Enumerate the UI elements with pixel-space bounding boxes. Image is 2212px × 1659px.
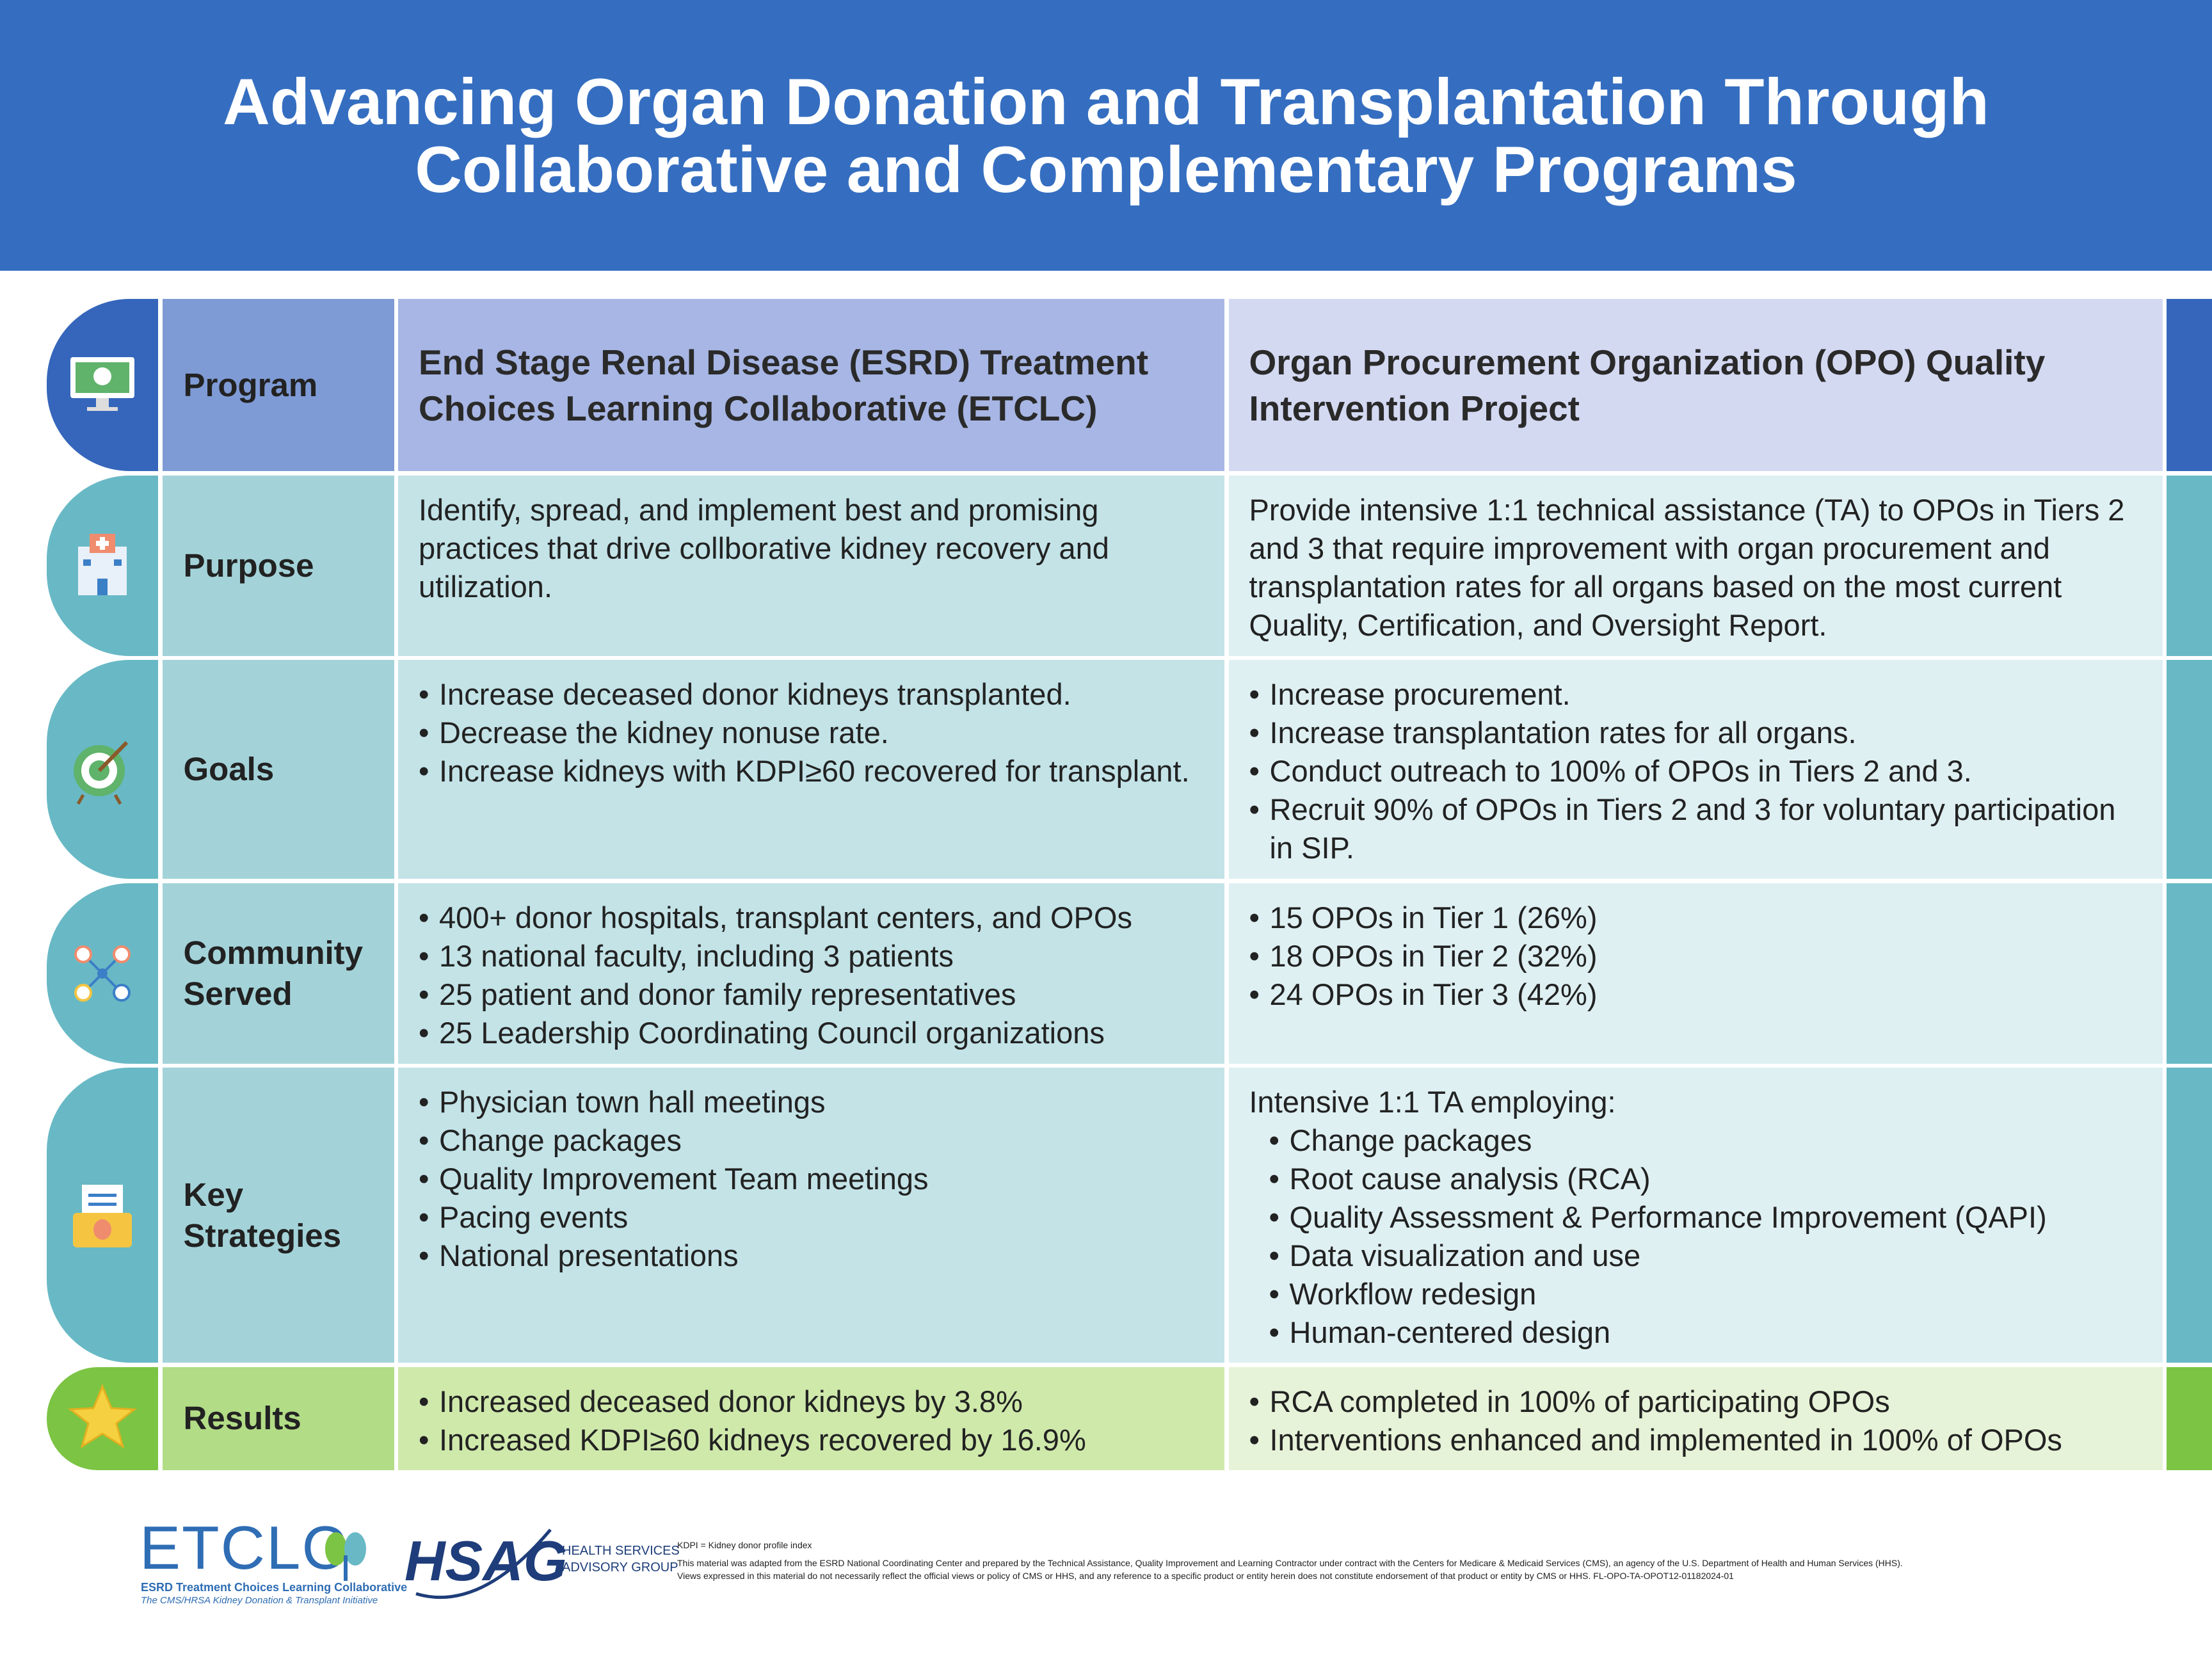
bullet-item: 25 Leadership Coordinating Council organ… — [419, 1014, 1205, 1052]
hsag-swoosh — [415, 1528, 552, 1599]
bullet-item: RCA completed in 100% of participating O… — [1249, 1382, 2144, 1421]
etclc-logo: ETCLC — [140, 1514, 348, 1582]
row-edge — [2167, 1068, 2212, 1363]
footnote: KDPI = Kidney donor profile index — [677, 1540, 812, 1550]
bullet-item: 25 patient and donor family representati… — [419, 975, 1205, 1014]
etclc-subtitle: ESRD Treatment Choices Learning Collabor… — [141, 1581, 408, 1594]
bullet-item: Human-centered design — [1269, 1313, 2144, 1352]
row-label: Program — [162, 299, 394, 471]
column-heading: End Stage Renal Disease (ESRD) Treatment… — [398, 299, 1224, 471]
program-table: Program End Stage Renal Disease (ESRD) Tr… — [47, 299, 2212, 1470]
title-line: Advancing Organ Donation and Transplanta… — [223, 65, 1989, 138]
bullet-item: Change packages — [419, 1121, 1205, 1160]
row-icon — [70, 357, 134, 411]
bullet-list: Increased deceased donor kidneys by 3.8%… — [419, 1382, 1205, 1459]
row-icon — [74, 741, 129, 805]
hsag-line: ADVISORY GROUP — [562, 1560, 678, 1575]
bullet-item: Quality Assessment & Performance Improve… — [1269, 1198, 2144, 1237]
disclaimer: This material was adapted from the ESRD … — [677, 1558, 1903, 1568]
row-edge — [2167, 883, 2212, 1064]
kidney-icon — [325, 1532, 366, 1581]
bullet-item: Increase procurement. — [1249, 675, 2144, 714]
row-edge — [2167, 1366, 2212, 1470]
row-icon — [78, 533, 127, 595]
bullet-item: Increased deceased donor kidneys by 3.8% — [419, 1382, 1205, 1421]
bullet-list: 15 OPOs in Tier 1 (26%)18 OPOs in Tier 2… — [1249, 899, 2144, 1014]
cell-text: Identify, spread, and implement best and… — [419, 492, 1109, 604]
disclaimer: Views expressed in this material do not … — [677, 1571, 1734, 1581]
table-cell: Provide intensive 1:1 technical assistan… — [1228, 475, 2163, 656]
cell-intro: Intensive 1:1 TA employing: — [1249, 1085, 1616, 1119]
cell-text: Provide intensive 1:1 technical assistan… — [1249, 492, 2125, 642]
row-label: Results — [162, 1366, 394, 1470]
table-cell: Intensive 1:1 TA employing:Change packag… — [1228, 1068, 2163, 1363]
bullet-item: 24 OPOs in Tier 3 (42%) — [1249, 975, 2144, 1014]
bullet-item: Data visualization and use — [1269, 1237, 2144, 1275]
bullet-item: 400+ donor hospitals, transplant centers… — [419, 899, 1205, 937]
row-icon-tab — [47, 883, 158, 1064]
bullet-item: Quality Improvement Team meetings — [419, 1160, 1205, 1198]
bullet-item: Change packages — [1269, 1121, 2144, 1160]
bullet-list: 400+ donor hospitals, transplant centers… — [419, 899, 1205, 1052]
table-cell: Physician town hall meetingsChange packa… — [398, 1068, 1224, 1363]
hsag-logo: HSAG — [405, 1529, 568, 1592]
row-icon-tab — [47, 1068, 158, 1363]
row-icon-tab — [47, 660, 158, 879]
bullet-item: Increase kidneys with KDPI≥60 recovered … — [419, 752, 1205, 790]
footer: ETCLC ESRD Treatment Choices Learning Co… — [0, 1511, 2212, 1639]
table-cell: 15 OPOs in Tier 1 (26%)18 OPOs in Tier 2… — [1228, 883, 2163, 1064]
bullet-item: 13 national faculty, including 3 patient… — [419, 937, 1205, 975]
bullet-list: Increase procurement.Increase transplant… — [1249, 675, 2144, 867]
bullet-item: Recruit 90% of OPOs in Tiers 2 and 3 for… — [1249, 790, 2144, 867]
header: Advancing Organ Donation and Transplanta… — [0, 0, 2212, 271]
table-cell: Increased deceased donor kidneys by 3.8%… — [398, 1366, 1224, 1470]
row-label: Goals — [162, 660, 394, 879]
bullet-item: Physician town hall meetings — [419, 1083, 1205, 1121]
table-cell: RCA completed in 100% of participating O… — [1228, 1366, 2163, 1470]
row-edge — [2167, 660, 2212, 879]
column-heading: Organ Procurement Organization (OPO) Qua… — [1228, 299, 2163, 471]
row-icon-tab — [47, 475, 158, 656]
bullet-item: Root cause analysis (RCA) — [1269, 1160, 2144, 1198]
table-cell: Increase procurement.Increase transplant… — [1228, 660, 2163, 879]
bullet-item: 15 OPOs in Tier 1 (26%) — [1249, 899, 2144, 937]
row-label: Purpose — [162, 475, 394, 656]
etclc-tagline: The CMS/HRSA Kidney Donation & Transplan… — [141, 1595, 378, 1606]
bullet-item: Increase deceased donor kidneys transpla… — [419, 675, 1205, 714]
bullet-item: 18 OPOs in Tier 2 (32%) — [1249, 937, 2144, 975]
bullet-item: National presentations — [419, 1237, 1205, 1275]
bullet-item: Interventions enhanced and implemented i… — [1249, 1421, 2144, 1459]
row-icon — [67, 1384, 138, 1449]
row-edge — [2167, 475, 2212, 656]
bullet-item: Decrease the kidney nonuse rate. — [419, 714, 1205, 752]
row-icon-tab — [47, 1366, 158, 1470]
table-cell: 400+ donor hospitals, transplant centers… — [398, 883, 1224, 1064]
bullet-list: Increase deceased donor kidneys transpla… — [419, 675, 1205, 790]
row-icon — [74, 945, 131, 1002]
table-cell: Increase deceased donor kidneys transpla… — [398, 660, 1224, 879]
bullet-list: Change packagesRoot cause analysis (RCA)… — [1249, 1121, 2144, 1352]
bullet-item: Increased KDPI≥60 kidneys recovered by 1… — [419, 1421, 1205, 1459]
table-cell: Identify, spread, and implement best and… — [398, 475, 1224, 656]
bullet-list: Physician town hall meetingsChange packa… — [419, 1083, 1205, 1275]
row-icon-tab — [47, 299, 158, 471]
bullet-item: Pacing events — [419, 1198, 1205, 1237]
bullet-item: Workflow redesign — [1269, 1275, 2144, 1313]
hsag-line: HEALTH SERVICES — [562, 1544, 680, 1558]
bullet-item: Conduct outreach to 100% of OPOs in Tier… — [1249, 752, 2144, 790]
row-icon — [73, 1184, 132, 1247]
row-edge — [2167, 299, 2212, 471]
title-line: Collaborative and Complementary Programs — [415, 132, 1797, 206]
bullet-list: RCA completed in 100% of participating O… — [1249, 1382, 2144, 1459]
row-label: Community Served — [162, 883, 394, 1064]
bullet-item: Increase transplantation rates for all o… — [1249, 714, 2144, 752]
row-label: Key Strategies — [162, 1068, 394, 1363]
